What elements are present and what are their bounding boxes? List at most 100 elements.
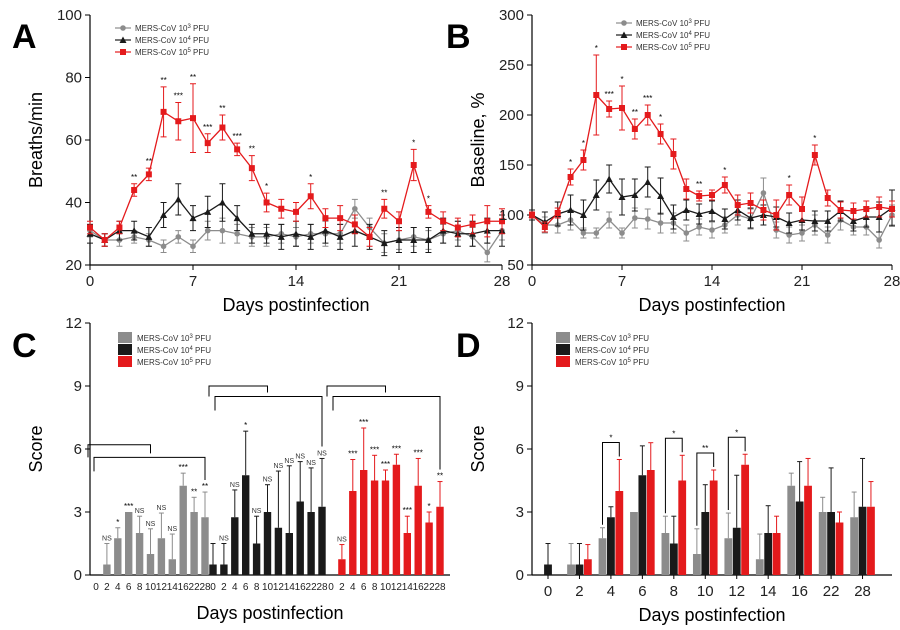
point (657, 131, 664, 137)
point (366, 233, 373, 240)
bar (360, 470, 368, 575)
x-tick-label: 12 (391, 582, 403, 593)
point (799, 230, 805, 236)
y-tick-label: 6 (74, 441, 82, 458)
legend-label-base: MERS-CoV 10 (636, 43, 689, 52)
y-tick-label: 50 (507, 257, 524, 274)
x-tick-label: 22 (424, 582, 436, 593)
y-tick-label: 60 (65, 132, 82, 149)
series-0 (567, 472, 859, 575)
legend-label-exponent: 5 (688, 43, 692, 49)
legend-label-base: MERS-CoV 10 (636, 31, 689, 40)
legend-label-base: MERS-CoV 10 (137, 358, 190, 367)
point (424, 236, 432, 243)
significance-label: * (735, 428, 738, 437)
significance-label: *** (643, 94, 652, 103)
point (721, 215, 729, 222)
x-axis-label: Days postinfection (222, 295, 369, 315)
bar (764, 533, 773, 575)
point (850, 208, 857, 214)
bar (231, 517, 239, 575)
point (307, 193, 314, 200)
x-tick-label: 0 (210, 582, 216, 593)
point (619, 230, 625, 236)
point (567, 206, 575, 213)
series-1 (544, 445, 867, 575)
significance-label: *** (414, 448, 423, 457)
series-0 (103, 472, 209, 575)
point (204, 227, 211, 234)
panel-a: A 20 40 60 80 100 Breaths/min 0 7 14 21 28 Days post… (12, 7, 510, 315)
significance-label: *** (203, 123, 212, 132)
legend-swatch (556, 332, 570, 343)
bracket (332, 396, 441, 470)
x-tick-label: 8 (137, 582, 143, 593)
x-tick-label: 22 (189, 582, 201, 593)
significance-label: * (659, 113, 662, 122)
point (131, 187, 138, 193)
legend-label-exponent: 5 (187, 48, 191, 54)
point (734, 202, 741, 208)
significance-label: *** (232, 132, 241, 141)
bar (850, 517, 859, 575)
x-tick-label: 7 (189, 273, 197, 290)
significance-label: NS (274, 463, 284, 470)
legend-label: MERS-CoV 104 PFU (636, 31, 710, 40)
point (786, 192, 793, 198)
point (120, 25, 126, 31)
point (682, 206, 690, 213)
x-tick-label: 12 (156, 582, 168, 593)
point (307, 233, 315, 240)
legend-label: MERS-CoV 105 PFU (575, 358, 649, 367)
bar (146, 554, 155, 575)
x-tick-label: 4 (350, 582, 356, 593)
point (440, 218, 447, 225)
x-tick-label: 10 (145, 582, 157, 593)
legend-label-exponent: 3 (187, 24, 191, 30)
legend-label-exponent: 5 (189, 358, 193, 364)
point (160, 243, 167, 250)
point (683, 186, 690, 192)
x-tick-label: 0 (528, 273, 536, 290)
legend-label-exponent: 5 (627, 358, 631, 364)
significance-label: NS (230, 482, 240, 489)
x-tick-label: 4 (115, 582, 121, 593)
x-tick-label: 28 (884, 273, 900, 290)
bar (318, 506, 326, 575)
bar (646, 470, 655, 575)
legend-label-unit: PFU (191, 48, 209, 57)
significance-label: NS (306, 460, 316, 467)
significance-label: * (412, 138, 415, 147)
bracket (727, 436, 746, 511)
point (837, 207, 844, 213)
x-tick-label: 14 (402, 582, 414, 593)
x-tick-label: 10 (380, 582, 392, 593)
point (204, 208, 212, 215)
significance-label: * (569, 158, 572, 167)
bar (804, 485, 812, 575)
x-tick-label: 14 (288, 273, 305, 290)
bar (867, 506, 875, 575)
x-tick-label: 8 (670, 583, 678, 600)
significance-label: ** (146, 157, 152, 166)
legend-label-base: MERS-CoV 10 (137, 334, 190, 343)
point (889, 206, 895, 212)
bar (583, 559, 592, 575)
point (484, 249, 491, 256)
x-tick-label: 16 (413, 582, 425, 593)
legend-label-base: MERS-CoV 10 (137, 346, 190, 355)
bracket (208, 385, 268, 397)
y-tick-label: 9 (516, 378, 524, 395)
point (263, 199, 270, 206)
significance-label: * (609, 434, 612, 443)
significance-label: NS (157, 505, 167, 512)
bar (795, 501, 804, 575)
significance-label: NS (263, 477, 273, 484)
panel-letter: A (12, 18, 37, 56)
legend-label-exponent: 3 (189, 334, 193, 340)
point (499, 218, 505, 225)
significance-label: * (428, 502, 431, 511)
x-tick-label: 28 (854, 583, 871, 600)
point (849, 217, 857, 224)
significance-label: *** (124, 502, 133, 511)
